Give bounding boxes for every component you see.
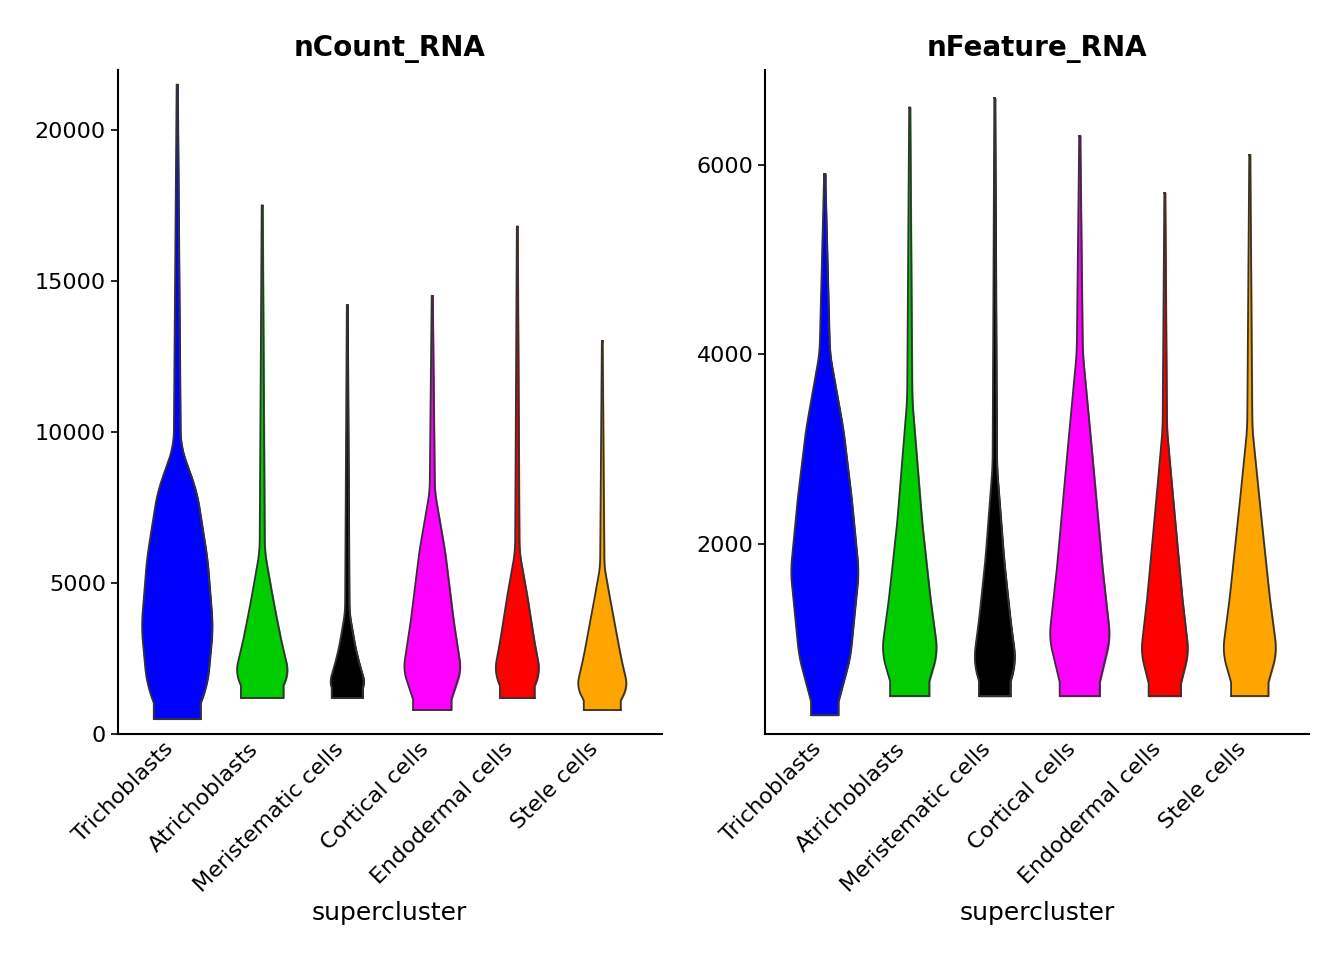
X-axis label: supercluster: supercluster bbox=[312, 901, 468, 925]
Title: nFeature_RNA: nFeature_RNA bbox=[927, 35, 1148, 62]
Title: nCount_RNA: nCount_RNA bbox=[294, 35, 485, 62]
X-axis label: supercluster: supercluster bbox=[960, 901, 1116, 925]
